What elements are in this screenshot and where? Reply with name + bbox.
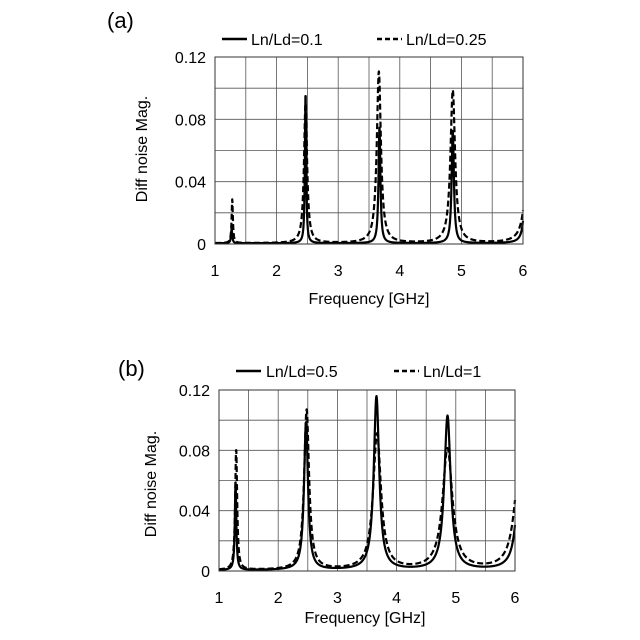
legend: Ln/Ld=0.5 Ln/Ld=1 bbox=[236, 364, 481, 381]
legend-label: Ln/Ld=0.1 bbox=[251, 32, 323, 49]
legend-label: Ln/Ld=0.25 bbox=[406, 32, 487, 49]
legend-label: Ln/Ld=1 bbox=[423, 364, 481, 381]
axes: 1 2 3 4 5 6 0 0.04 0.08 0.12 bbox=[179, 383, 520, 607]
x-tick-label: 5 bbox=[457, 263, 466, 280]
chart-panel-a: (a) Ln/Ld=0.1 Ln/Ld=0.25 1 2 3 4 5 6 0 0.04 0.08… bbox=[107, 8, 528, 308]
grid bbox=[215, 57, 523, 244]
y-tick-label: 0.12 bbox=[175, 50, 206, 67]
x-axis-title: Frequency [GHz] bbox=[305, 610, 426, 627]
y-tick-label: 0 bbox=[201, 564, 210, 581]
x-tick-label: 3 bbox=[333, 590, 342, 607]
y-tick-label: 0.08 bbox=[179, 443, 210, 460]
x-axis-title: Frequency [GHz] bbox=[309, 291, 430, 308]
legend: Ln/Ld=0.1 Ln/Ld=0.25 bbox=[222, 32, 487, 49]
x-tick-label: 5 bbox=[451, 590, 460, 607]
x-tick-label: 6 bbox=[519, 263, 528, 280]
y-tick-label: 0.04 bbox=[179, 504, 210, 521]
x-tick-label: 3 bbox=[334, 263, 343, 280]
x-tick-label: 1 bbox=[211, 263, 220, 280]
y-tick-label: 0.08 bbox=[175, 112, 206, 129]
y-axis-title: Diff noise Mag. bbox=[143, 431, 160, 537]
y-tick-label: 0.04 bbox=[175, 175, 206, 192]
x-tick-label: 6 bbox=[511, 590, 520, 607]
x-tick-label: 4 bbox=[392, 590, 401, 607]
axes: 1 2 3 4 5 6 0 0.04 0.08 0.12 bbox=[175, 50, 528, 280]
x-tick-label: 2 bbox=[272, 263, 281, 280]
y-tick-label: 0.12 bbox=[179, 383, 210, 400]
panel-label: (b) bbox=[118, 356, 145, 381]
y-axis-title: Diff noise Mag. bbox=[134, 96, 151, 202]
x-tick-label: 4 bbox=[395, 263, 404, 280]
grid bbox=[219, 390, 515, 571]
x-tick-label: 1 bbox=[215, 590, 224, 607]
x-tick-label: 2 bbox=[274, 590, 283, 607]
legend-label: Ln/Ld=0.5 bbox=[266, 364, 338, 381]
y-tick-label: 0 bbox=[197, 237, 206, 254]
panel-label: (a) bbox=[107, 8, 134, 33]
chart-panel-b: (b) Ln/Ld=0.5 Ln/Ld=1 1 2 3 4 5 6 0 0.04 0.08 0.1… bbox=[118, 356, 520, 627]
